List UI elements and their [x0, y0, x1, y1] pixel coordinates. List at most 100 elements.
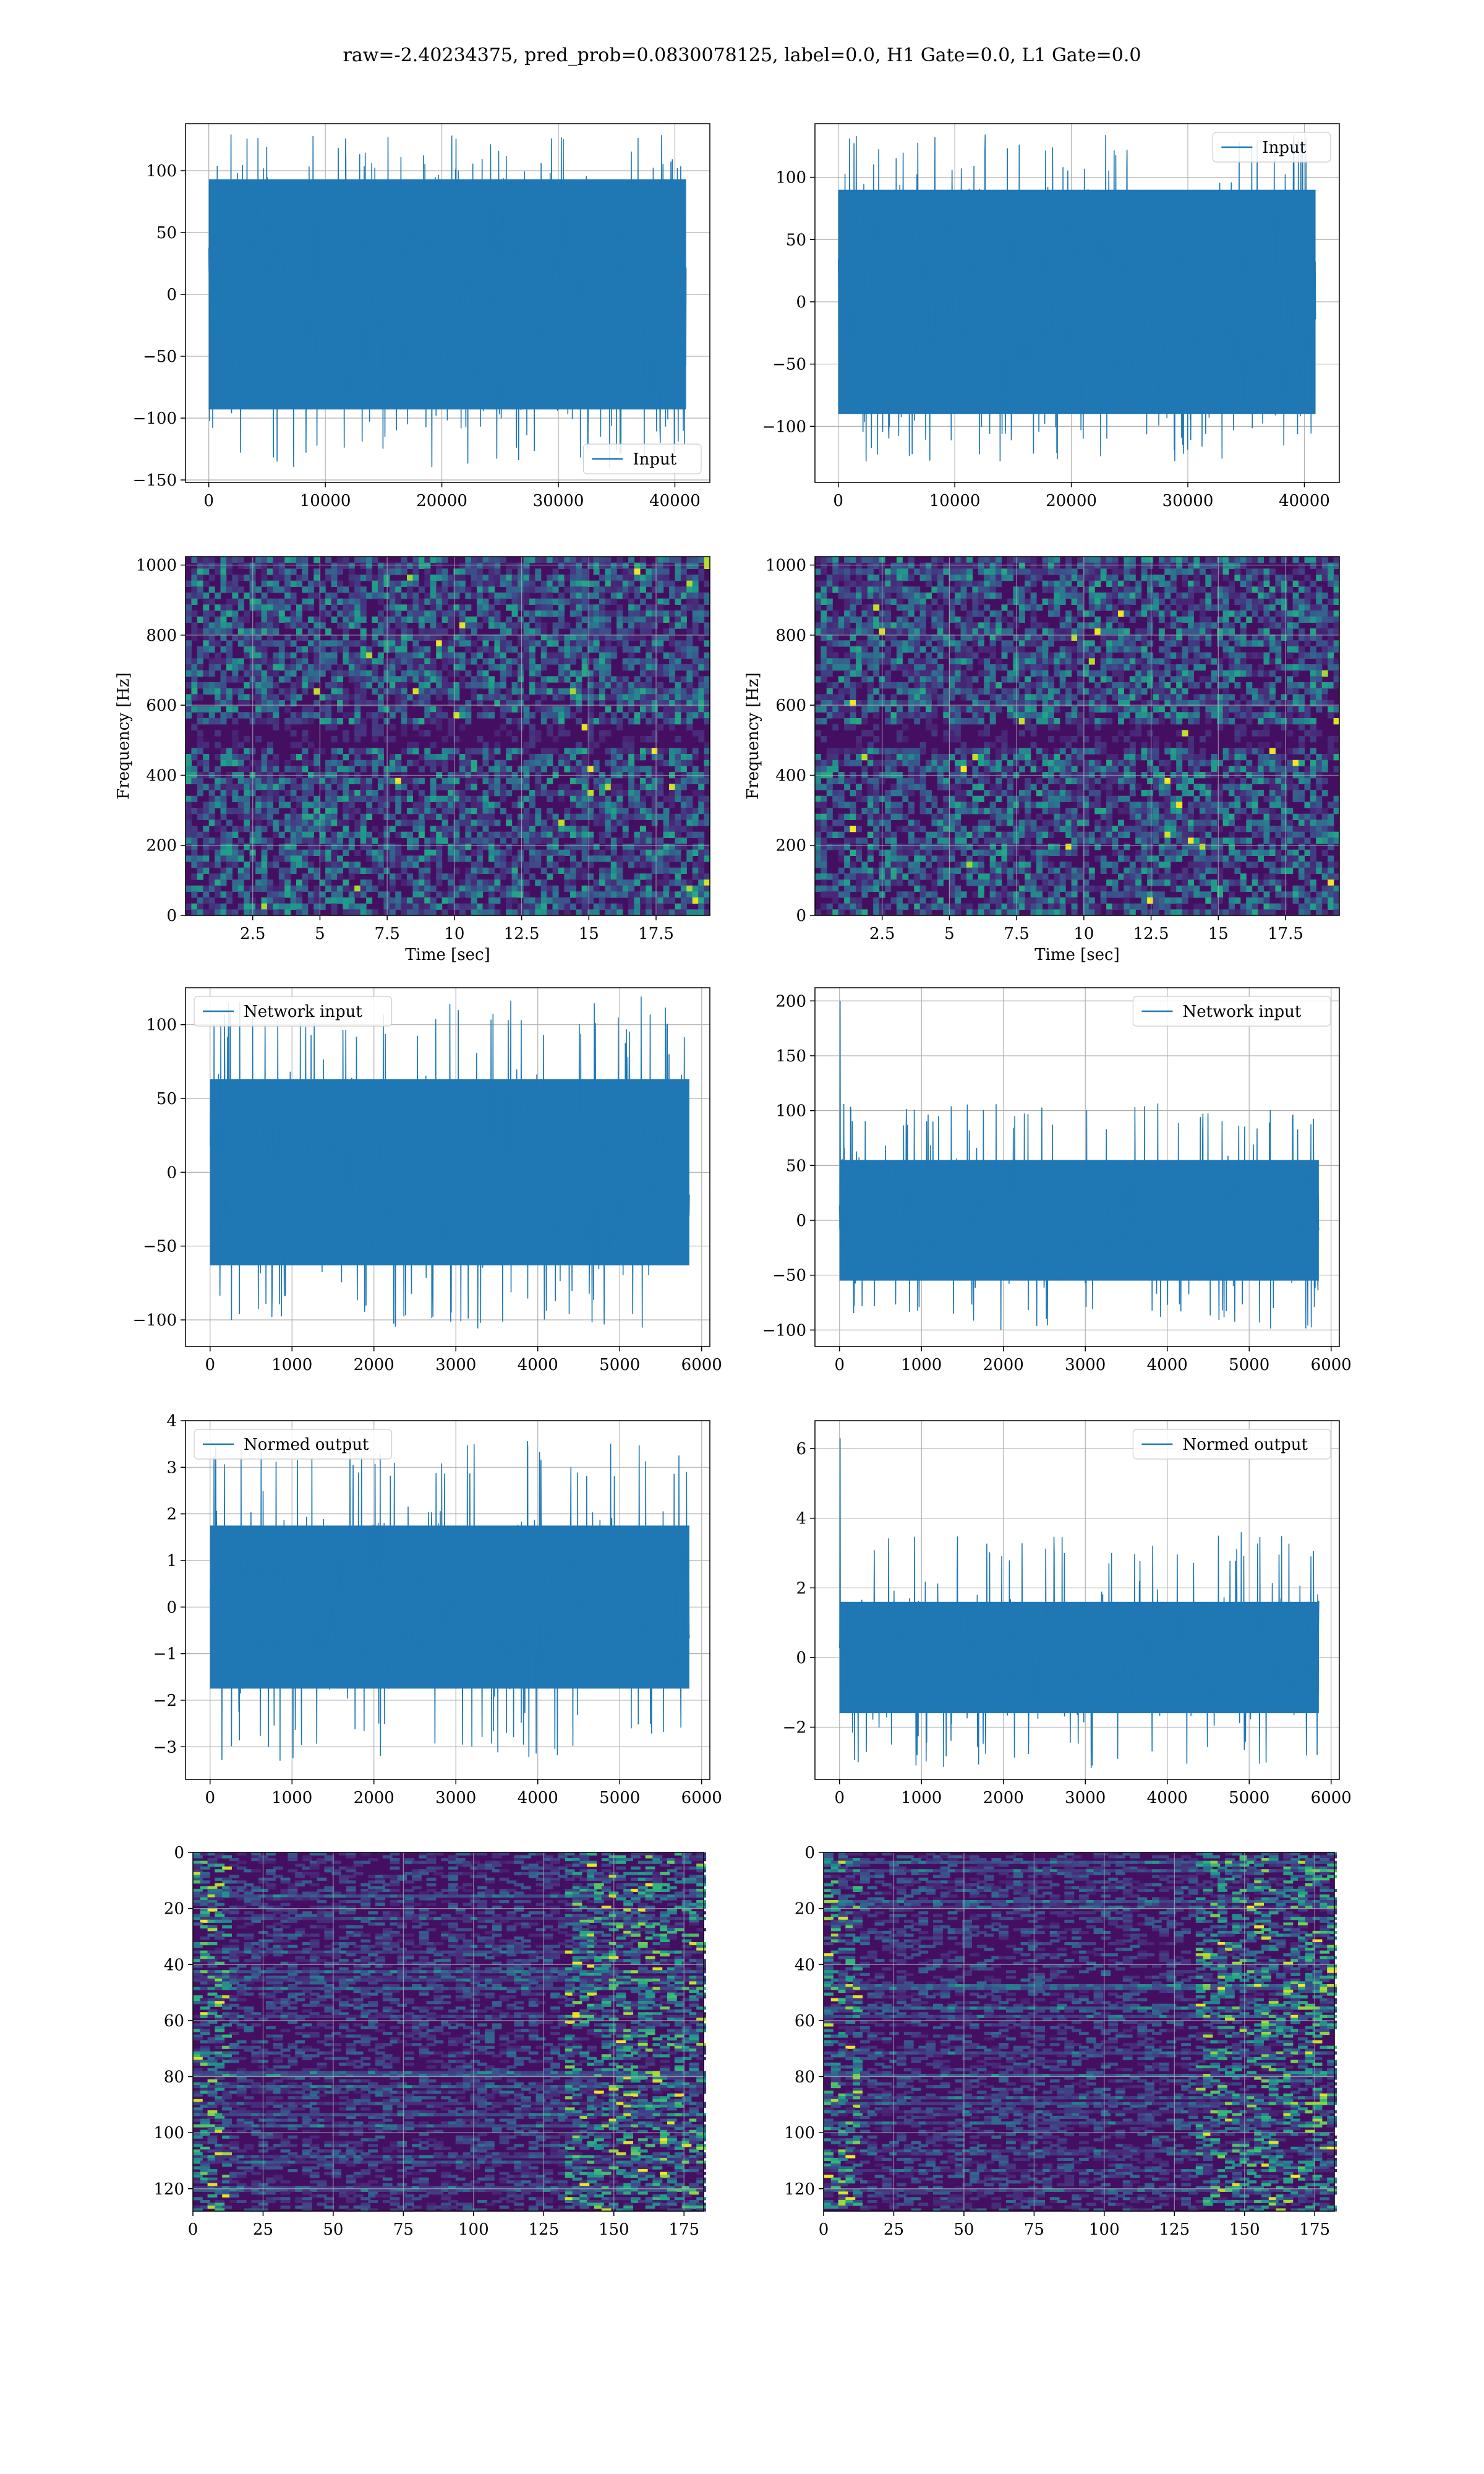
heatmap-cell [1118, 646, 1124, 653]
heatmap-cell [395, 652, 402, 659]
heatmap-cell [890, 658, 897, 665]
heatmap-cell [331, 568, 338, 575]
heatmap-cell [616, 873, 623, 880]
heatmap-cell [698, 795, 705, 802]
heatmap-cell [506, 706, 513, 713]
heatmap-cell [535, 682, 542, 689]
heatmap-cell [616, 795, 623, 802]
heatmap-cell [581, 867, 588, 874]
heatmap-cell [255, 706, 262, 713]
heatmap-cell [1188, 646, 1194, 653]
heatmap-cell [255, 885, 262, 892]
heatmap-cell [605, 760, 612, 766]
heatmap-cell [237, 808, 244, 815]
heatmap-cell [296, 646, 302, 653]
heatmap-cell [441, 777, 448, 784]
heatmap-cell [960, 568, 967, 575]
heatmap-cell [686, 557, 693, 563]
heatmap-cell [628, 694, 635, 701]
heatmap-cell [302, 646, 309, 653]
heatmap-cell [908, 598, 915, 605]
heatmap-cell [441, 598, 448, 605]
heatmap-cell [622, 742, 629, 748]
heatmap-cell [1199, 616, 1206, 623]
heatmap-cell [424, 706, 431, 713]
heatmap-cell [931, 622, 938, 629]
heatmap-cell [1240, 652, 1247, 659]
heatmap-cell [599, 718, 605, 725]
heatmap-cell [1030, 622, 1037, 629]
heatmap-cell [1263, 610, 1270, 617]
heatmap-cell [511, 646, 518, 653]
heatmap-cell [1147, 610, 1154, 617]
heatmap-cell [844, 580, 851, 587]
heatmap-cell [523, 808, 530, 815]
heatmap-cell [902, 616, 909, 623]
heatmap-cell [1281, 580, 1287, 587]
heatmap-cell [610, 646, 617, 653]
heatmap-cell [1054, 628, 1060, 635]
heatmap-cell [232, 634, 239, 641]
heatmap-cell [354, 891, 361, 898]
heatmap-cell [1287, 664, 1294, 671]
heatmap-cell [698, 862, 705, 868]
heatmap-cell [581, 664, 588, 671]
heatmap-cell [482, 586, 489, 593]
heatmap-cell [547, 586, 553, 593]
heatmap-cell [418, 604, 425, 611]
heatmap-cell [372, 718, 378, 725]
heatmap-cell [401, 634, 407, 641]
heatmap-cell [651, 568, 658, 575]
heatmap-cell [692, 616, 699, 623]
heatmap-cell [966, 557, 973, 563]
heatmap-cell [284, 844, 291, 850]
heatmap-cell [680, 568, 687, 575]
heatmap-cell [377, 891, 384, 898]
heatmap-cell [459, 880, 466, 886]
heatmap-cell [1124, 664, 1130, 671]
heatmap-cell [354, 658, 361, 665]
heatmap-cell [844, 622, 851, 629]
heatmap-cell [628, 568, 635, 575]
heatmap-cell [1281, 610, 1287, 617]
heatmap-cell [908, 658, 915, 665]
heatmap-cell [261, 616, 268, 623]
heatmap-cell [500, 795, 506, 802]
heatmap-cell [599, 604, 605, 611]
heatmap-cell [267, 580, 273, 587]
heatmap-cell [1258, 652, 1264, 659]
heatmap-cell [978, 658, 984, 665]
heatmap-cell [937, 634, 944, 641]
heatmap-cell [657, 903, 664, 910]
heatmap-cell [576, 670, 582, 677]
heatmap-cell [465, 748, 472, 755]
heatmap-cell [1164, 622, 1171, 629]
heatmap-cell [599, 664, 605, 671]
heatmap-cell [622, 880, 629, 886]
heatmap-cell [622, 646, 629, 653]
heatmap-cell [675, 867, 681, 874]
heatmap-cell [261, 862, 268, 868]
heatmap-cell [540, 897, 547, 904]
heatmap-cell [1059, 622, 1066, 629]
heatmap-cell [1176, 622, 1183, 629]
heatmap-cell [1088, 562, 1095, 569]
heatmap-cell [593, 802, 600, 808]
heatmap-cell [698, 682, 705, 689]
heatmap-cell [1153, 658, 1159, 665]
heatmap-cell [610, 855, 617, 862]
heatmap-cell [657, 688, 664, 695]
heatmap-cell [908, 586, 915, 593]
heatmap-cell [354, 694, 361, 701]
heatmap-cell [506, 730, 513, 737]
heatmap-cell [639, 777, 646, 784]
heatmap-cell [518, 724, 524, 730]
heatmap-cell [616, 837, 623, 844]
heatmap-cell [1054, 658, 1060, 665]
heatmap-cell [488, 652, 495, 659]
heatmap-cell [587, 844, 594, 850]
heatmap-cell [203, 598, 210, 605]
heatmap-cell [313, 646, 320, 653]
heatmap-cell [663, 831, 670, 838]
heatmap-cell [273, 826, 279, 833]
